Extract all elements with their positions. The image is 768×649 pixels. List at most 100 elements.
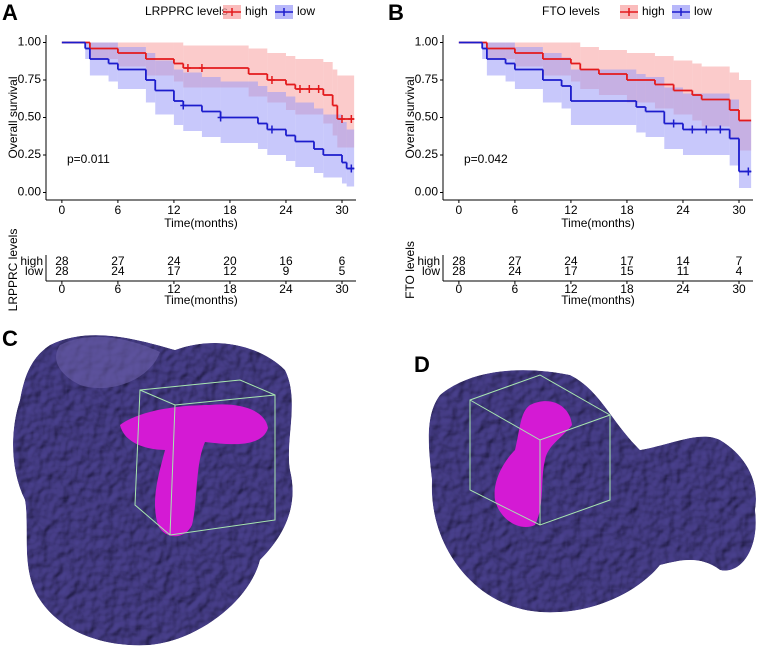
panel-label: B (388, 0, 404, 25)
x-tick-label: 12 (564, 203, 578, 217)
y-axis-label: Overall survival (403, 76, 417, 158)
ci-band (173, 69, 184, 125)
x-tick-label: 6 (115, 282, 122, 296)
protein-c (13, 335, 293, 646)
censor-mark (670, 119, 677, 128)
risk-count: 14 (676, 254, 690, 268)
risk-count: 16 (279, 254, 293, 268)
binding-pocket (120, 404, 268, 537)
censor-mark (268, 125, 275, 134)
risk-count: 24 (508, 264, 522, 278)
ci-band (570, 69, 637, 125)
x-tick-label: 30 (732, 282, 746, 296)
y-tick-label: 0.25 (18, 147, 42, 161)
censor-mark (717, 125, 724, 134)
ci-band (636, 74, 646, 133)
x-axis-label: Time(months) (164, 216, 238, 230)
risk-count: 9 (283, 264, 290, 278)
x-tick-label: 24 (676, 203, 690, 217)
x-tick-label: 30 (335, 203, 349, 217)
y-tick-label: 0.00 (415, 185, 439, 199)
ci-band (332, 69, 338, 136)
ci-band (729, 99, 739, 166)
panel-label: D (414, 352, 430, 377)
censor-mark (338, 115, 345, 123)
y-tick-label: 0.75 (18, 72, 42, 86)
ci-band (482, 42, 487, 59)
risk-count: 27 (508, 254, 522, 268)
censor-mark (268, 76, 275, 84)
risk-count: 28 (55, 254, 69, 268)
risk-count: 24 (111, 264, 125, 278)
risk-table-title: FTO levels (403, 241, 417, 299)
panel-label: C (2, 326, 18, 351)
risk-count: 17 (620, 254, 634, 268)
censor-mark (198, 64, 205, 72)
y-axis-label: Overall survival (6, 76, 20, 158)
legend-title: FTO levels (542, 4, 600, 18)
ci-band (664, 87, 683, 149)
x-tick-label: 24 (279, 203, 293, 217)
risk-row-label: low (25, 264, 43, 278)
y-tick-label: 0.25 (415, 147, 439, 161)
risk-count: 28 (452, 264, 466, 278)
ci-band (570, 42, 581, 82)
risk-count: 6 (339, 254, 346, 268)
ci-band (155, 60, 174, 115)
ci-band (341, 122, 347, 184)
x-tick-label: 18 (620, 203, 634, 217)
legend-label: high (642, 4, 665, 18)
y-tick-label: 0.75 (415, 72, 439, 86)
x-tick-label: 12 (167, 282, 181, 296)
p-value: p=0.011 (67, 152, 110, 166)
x-axis-label: Time(months) (561, 293, 635, 307)
ci-band (346, 129, 355, 187)
x-tick-label: 24 (279, 282, 293, 296)
ci-band (267, 53, 286, 103)
censor-mark (296, 85, 303, 93)
legend-label: high (245, 4, 268, 18)
ci-band (183, 72, 202, 131)
x-tick-label: 12 (167, 203, 181, 217)
censor-mark (315, 85, 322, 93)
censor-mark (703, 125, 710, 134)
ci-band (173, 42, 184, 82)
risk-count: 24 (564, 254, 578, 268)
risk-count: 15 (620, 264, 634, 278)
ci-band (295, 102, 314, 167)
ci-band (220, 81, 258, 143)
censor-mark (180, 101, 187, 110)
ci-band (201, 77, 221, 137)
x-tick-label: 18 (620, 282, 634, 296)
x-tick-label: 18 (223, 282, 237, 296)
x-tick-label: 30 (335, 282, 349, 296)
protein-shade (56, 336, 160, 389)
ci-band (738, 120, 752, 188)
protein-surface (428, 370, 756, 613)
ci-band (682, 93, 730, 155)
protein-d (428, 370, 756, 613)
censor-mark (745, 167, 752, 176)
risk-row-label: high (20, 254, 43, 268)
legend-label: low (297, 4, 315, 18)
ci-band (267, 92, 286, 155)
ci-band (117, 47, 146, 89)
legend-title: LRPPRC levels (145, 4, 228, 18)
risk-count: 4 (736, 264, 743, 278)
x-tick-label: 0 (456, 203, 463, 217)
risk-row-label: low (422, 264, 440, 278)
x-tick-label: 0 (59, 203, 66, 217)
risk-table-title: LRPPRC levels (6, 229, 20, 312)
binding-pocket (494, 401, 572, 528)
censor-mark (184, 64, 191, 72)
y-tick-label: 0.00 (18, 185, 42, 199)
censor-mark (348, 115, 355, 123)
risk-count: 28 (452, 254, 466, 268)
ci-band (145, 53, 156, 103)
y-tick-label: 0.50 (18, 110, 42, 124)
ci-band (85, 42, 90, 59)
grid-box (469, 374, 611, 526)
ci-band (285, 96, 296, 161)
y-tick-label: 1.00 (18, 35, 42, 49)
